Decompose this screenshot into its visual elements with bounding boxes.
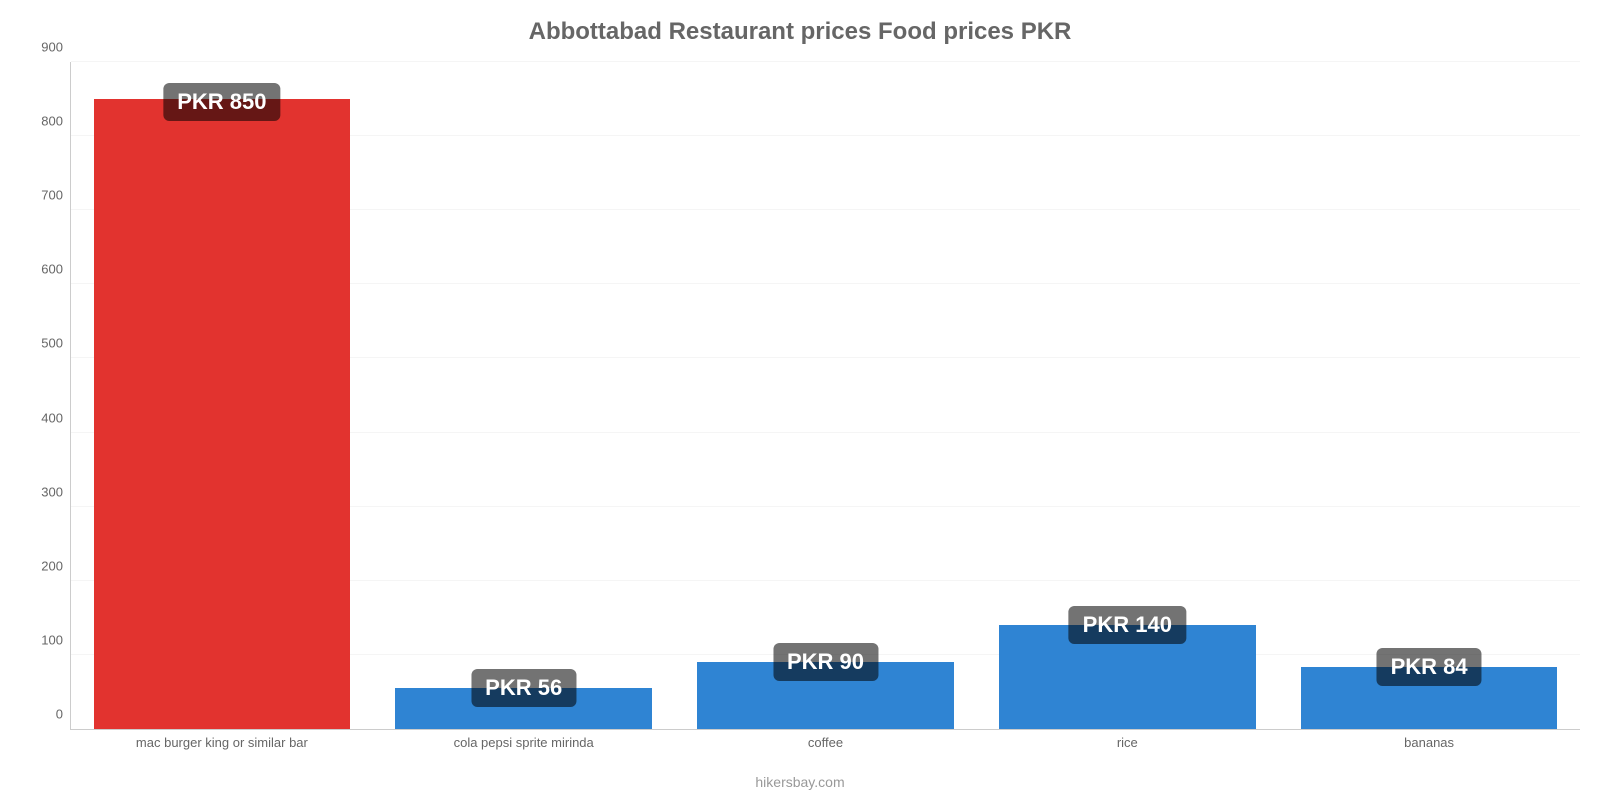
value-label: PKR 84	[1377, 648, 1482, 686]
y-tick-label: 600	[41, 262, 71, 277]
x-tick-label: coffee	[808, 729, 843, 750]
y-tick-label: 0	[56, 707, 71, 722]
y-tick-label: 700	[41, 188, 71, 203]
y-tick-label: 400	[41, 410, 71, 425]
x-tick-label: rice	[1117, 729, 1138, 750]
y-tick-label: 200	[41, 558, 71, 573]
chart-plot-area: 0100200300400500600700800900PKR 850mac b…	[70, 62, 1580, 730]
y-tick-label: 300	[41, 484, 71, 499]
y-tick-label: 500	[41, 336, 71, 351]
chart-container: Abbottabad Restaurant prices Food prices…	[0, 0, 1600, 800]
value-label: PKR 850	[163, 83, 280, 121]
value-label: PKR 90	[773, 643, 878, 681]
y-tick-label: 100	[41, 632, 71, 647]
bar	[94, 99, 351, 729]
value-label: PKR 56	[471, 669, 576, 707]
chart-title: Abbottabad Restaurant prices Food prices…	[0, 0, 1600, 54]
x-tick-label: bananas	[1404, 729, 1454, 750]
gridline	[71, 61, 1580, 62]
x-tick-label: mac burger king or similar bar	[136, 729, 308, 750]
y-tick-label: 800	[41, 114, 71, 129]
chart-footer: hikersbay.com	[0, 774, 1600, 790]
value-label: PKR 140	[1069, 606, 1186, 644]
x-tick-label: cola pepsi sprite mirinda	[454, 729, 594, 750]
y-tick-label: 900	[41, 40, 71, 55]
